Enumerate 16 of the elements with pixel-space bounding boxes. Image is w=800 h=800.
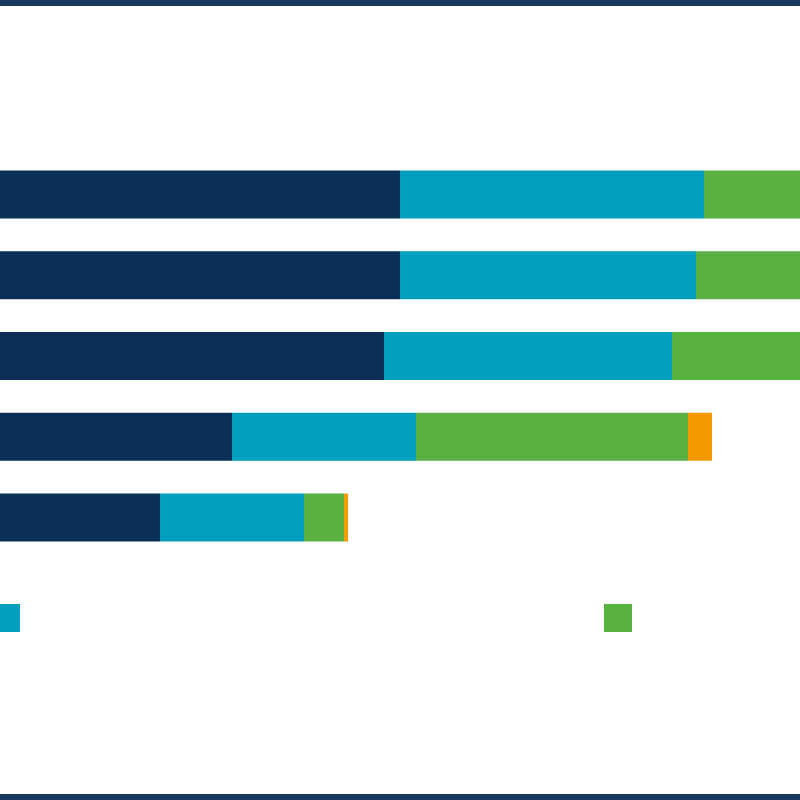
bar xyxy=(688,412,712,461)
bar xyxy=(0,412,232,461)
bar xyxy=(0,170,400,219)
bar xyxy=(160,493,304,542)
bar xyxy=(0,493,160,542)
bar xyxy=(232,412,416,461)
bar xyxy=(672,332,800,380)
bar xyxy=(400,170,704,219)
bar xyxy=(696,251,800,300)
bar xyxy=(304,493,344,542)
bar xyxy=(0,251,400,300)
bar xyxy=(704,170,800,219)
bar xyxy=(0,332,384,380)
bar xyxy=(416,412,688,461)
bar xyxy=(384,332,672,380)
bar xyxy=(400,251,696,300)
